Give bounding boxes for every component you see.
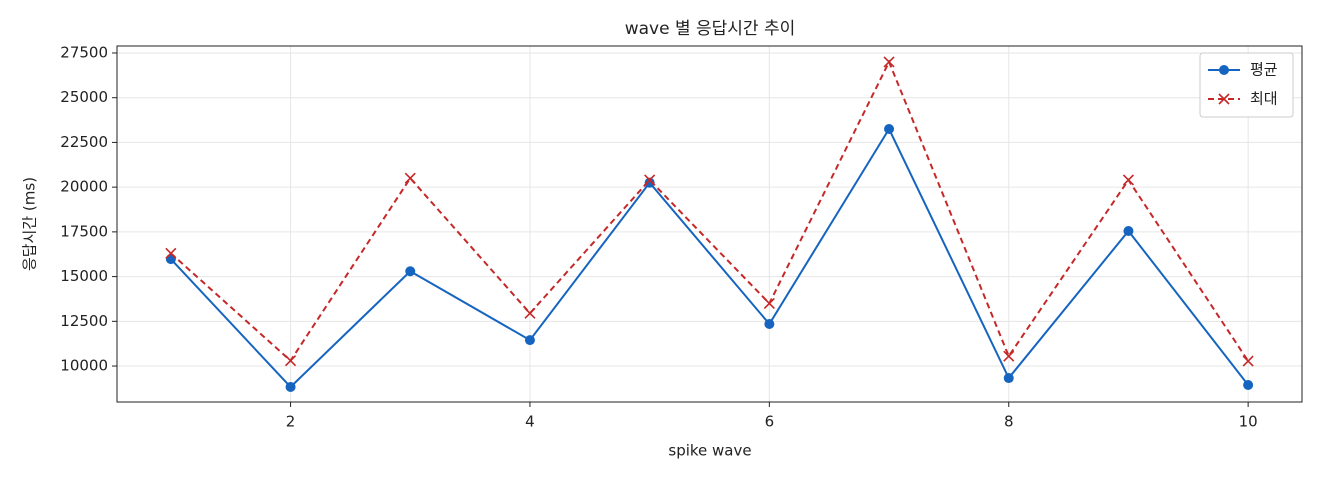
y-tick-label: 27500 <box>60 43 108 61</box>
series-line <box>170 126 1249 389</box>
data-point <box>405 266 416 277</box>
legend-marker <box>1219 65 1229 75</box>
plot-frame <box>116 45 1303 403</box>
data-point <box>524 307 536 319</box>
data-point <box>764 319 775 330</box>
x-tick-label: 4 <box>525 413 535 431</box>
x-tick-label: 2 <box>286 413 296 431</box>
y-tick-label: 12500 <box>60 312 108 330</box>
y-axis-label: 응답시간 (ms) <box>21 177 39 271</box>
x-tick-label: 10 <box>1239 413 1258 431</box>
y-tick-label: 22500 <box>60 133 108 151</box>
data-point <box>1243 380 1254 391</box>
x-tick-label: 8 <box>1004 413 1014 431</box>
y-tick-label: 15000 <box>60 267 108 285</box>
data-point <box>1003 350 1015 362</box>
data-point <box>165 247 177 259</box>
data-point <box>884 124 895 135</box>
y-tick-label: 17500 <box>60 222 108 240</box>
y-tick-label: 10000 <box>60 357 108 375</box>
chart-title: wave 별 응답시간 추이 <box>625 19 796 39</box>
legend-label: 최대 <box>1250 90 1278 108</box>
x-axis-label: spike wave <box>668 442 751 460</box>
data-point <box>644 177 655 188</box>
data-point <box>644 174 656 186</box>
data-point <box>1123 225 1134 236</box>
data-point <box>524 335 535 346</box>
legend-label: 평균 <box>1250 61 1278 79</box>
data-point <box>763 297 775 309</box>
legend-marker <box>1218 93 1230 105</box>
y-tick-label: 25000 <box>60 88 108 106</box>
data-point <box>284 355 297 367</box>
series-line <box>170 59 1249 363</box>
data-point <box>1122 174 1135 186</box>
x-tick-label: 6 <box>765 413 775 431</box>
data-point <box>285 381 296 392</box>
legend-box <box>1199 52 1294 118</box>
data-point <box>1242 355 1254 367</box>
data-point <box>883 56 895 68</box>
data-point <box>1003 373 1014 384</box>
y-tick-label: 20000 <box>60 178 108 196</box>
data-point <box>404 172 416 184</box>
